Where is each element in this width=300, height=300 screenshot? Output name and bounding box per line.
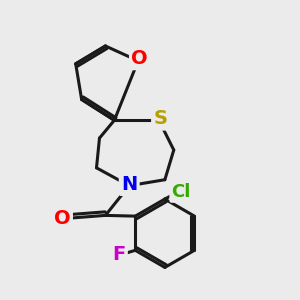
Text: F: F <box>112 245 125 264</box>
Text: O: O <box>54 209 70 228</box>
Text: Cl: Cl <box>172 183 191 201</box>
Text: N: N <box>121 175 137 194</box>
Text: O: O <box>131 49 148 68</box>
Text: S: S <box>153 109 167 128</box>
